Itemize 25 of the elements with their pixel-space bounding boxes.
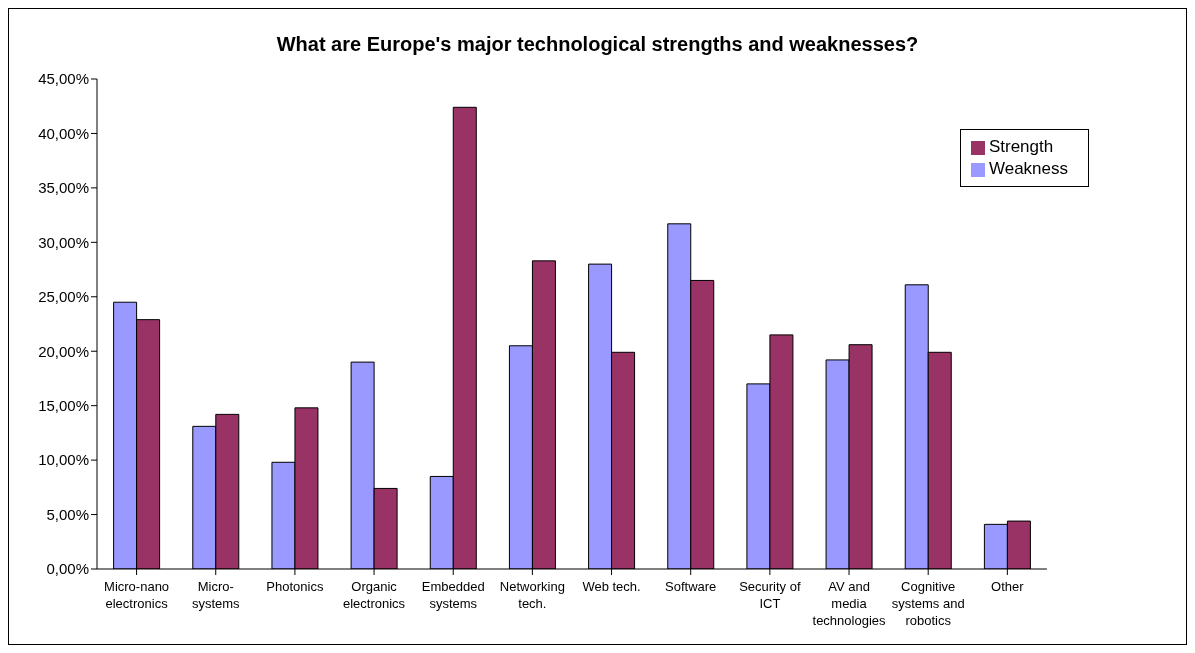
y-tick-label: 15,00% — [38, 396, 89, 414]
y-tick-label: 35,00% — [38, 179, 89, 197]
x-tick-label: Photonics — [266, 579, 324, 594]
x-tick-label: Other — [991, 579, 1025, 594]
y-tick-label: 30,00% — [38, 233, 89, 251]
chart-title: What are Europe's major technological strengths and weaknesses? — [275, 32, 920, 57]
y-tick-label: 10,00% — [38, 451, 89, 469]
x-tick-label: Web tech. — [582, 579, 641, 594]
y-tick-label: 5,00% — [46, 505, 89, 523]
x-tick-label: Micro-systems — [191, 579, 241, 611]
y-tick-label: 0,00% — [46, 560, 89, 578]
y-tick-label: 25,00% — [38, 288, 89, 306]
x-tick-label: Networking tech. — [499, 579, 565, 611]
x-tick-label: Embedded systems — [421, 579, 485, 611]
y-tick-label: 40,00% — [38, 124, 89, 142]
x-tick-label: Software — [665, 579, 717, 594]
x-tick-label: AV and media technologies — [812, 579, 887, 628]
y-tick-label: 45,00% — [38, 70, 89, 88]
y-tick-label: 20,00% — [38, 342, 89, 360]
x-tick-label: Micro-nano electronics — [104, 579, 170, 611]
x-tick-label: Organic electronics — [342, 579, 406, 611]
legend-label: Strength — [988, 137, 1054, 156]
x-tick-label: Security of ICT — [739, 579, 801, 611]
legend-label: Weakness — [988, 159, 1068, 178]
x-tick-label: Cognitive systems and robotics — [891, 579, 965, 628]
